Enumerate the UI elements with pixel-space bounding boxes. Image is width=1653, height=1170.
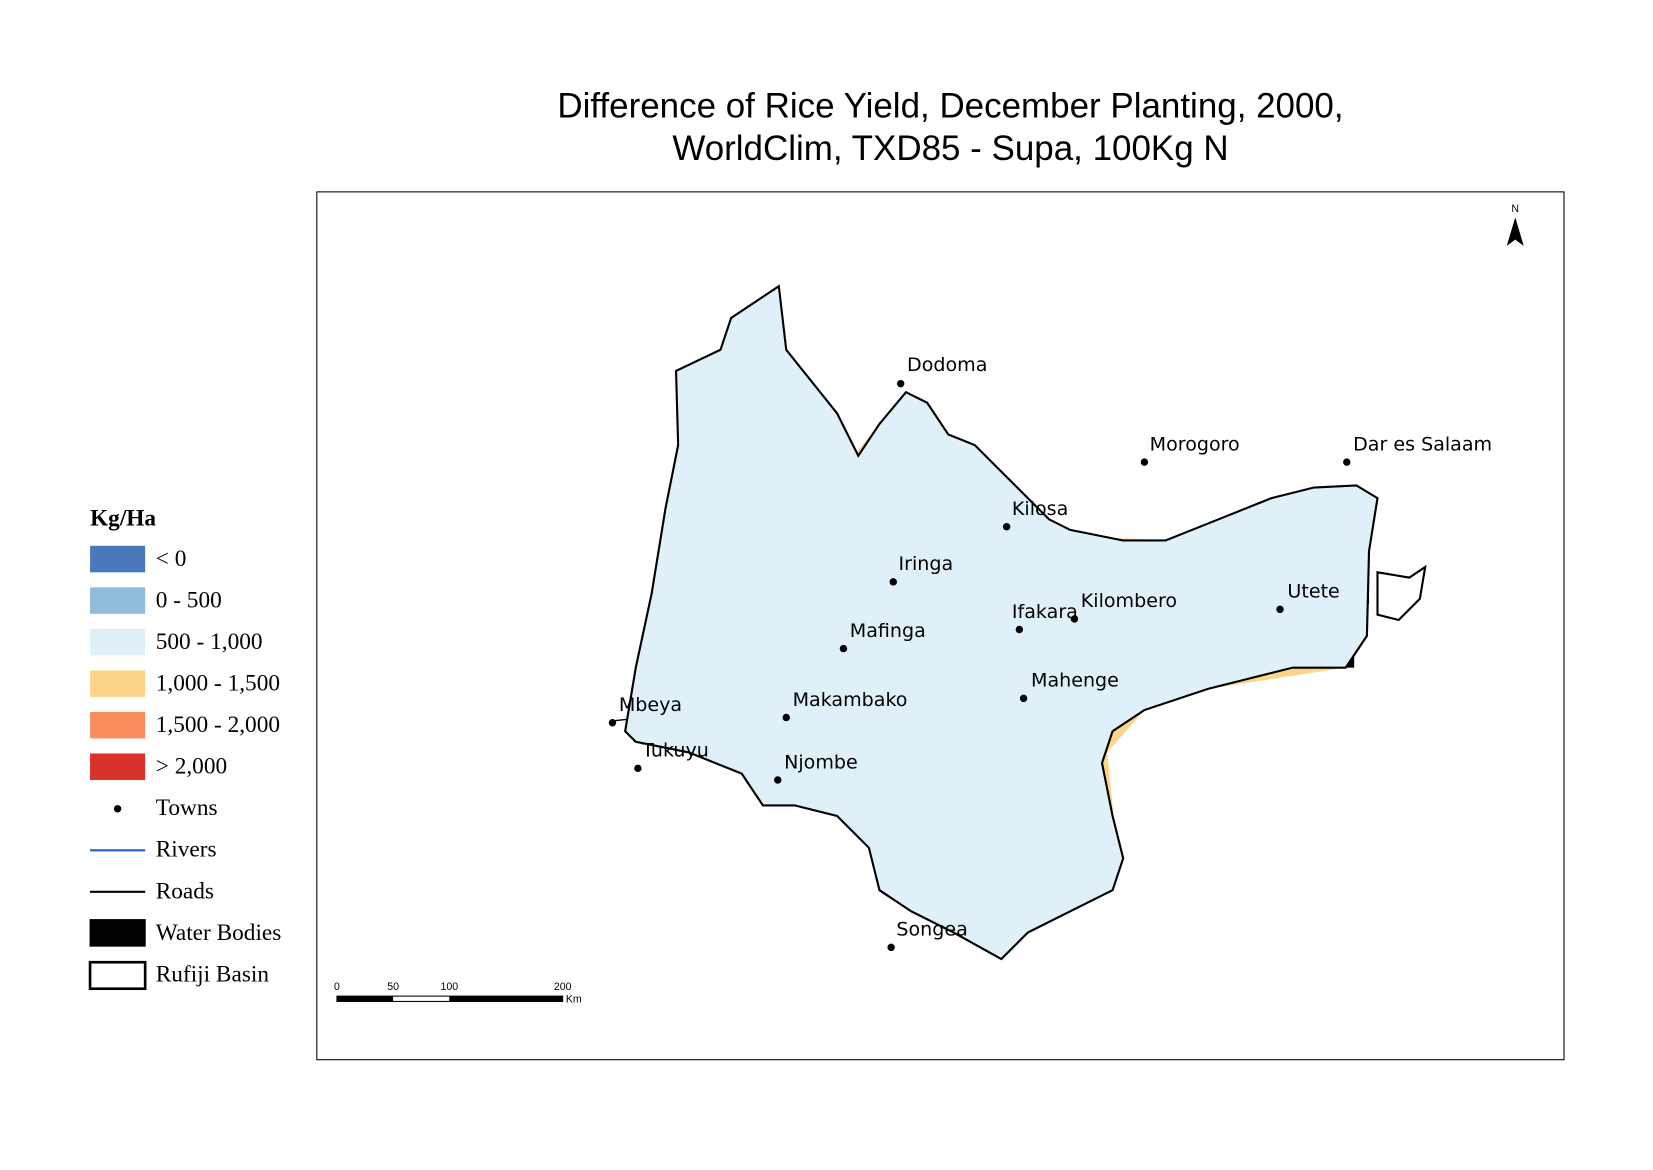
town-dot	[634, 764, 642, 773]
legend-label: > 2,000	[156, 754, 227, 780]
legend-swatch	[90, 753, 146, 780]
scale-segment	[336, 996, 394, 1002]
basin	[614, 285, 1427, 961]
town-label: Morogoro	[1150, 433, 1240, 455]
scale-label: 100	[440, 981, 458, 993]
town-dot	[608, 719, 617, 727]
legend-title: Kg/Ha	[90, 506, 156, 532]
legend-label: Towns	[156, 795, 218, 821]
north-arrow-shape	[1506, 217, 1524, 246]
town-label: Mbeya	[619, 694, 682, 716]
town-dot	[1343, 458, 1351, 466]
legend-swatch	[90, 587, 146, 614]
town-label: Dar es Salaam	[1353, 433, 1492, 455]
town-dot	[887, 943, 895, 952]
scale-bar: 0 50 100 200 Km	[334, 981, 582, 1006]
north-label: N	[1511, 203, 1519, 215]
legend-label: < 0	[156, 546, 187, 572]
town-dot	[782, 713, 790, 722]
town-dot	[896, 379, 905, 388]
scale-label: 0	[334, 981, 340, 993]
legend-swatch	[113, 805, 122, 813]
town-label: Utete	[1287, 581, 1339, 603]
towns: Dodoma Morogoro Dar es Salaam Kilosa Iringa I…	[608, 354, 1492, 952]
scale-label: 200	[554, 981, 572, 993]
scale-segment	[449, 996, 563, 1002]
town-label: Ifakara	[1012, 601, 1078, 623]
town-dot	[1140, 458, 1149, 466]
legend-label: 0 - 500	[156, 588, 222, 614]
town-label: Mahenge	[1031, 670, 1119, 692]
town-dot	[889, 578, 897, 586]
legend-swatch	[90, 670, 146, 697]
legend-swatch	[90, 711, 146, 739]
town-dot	[1276, 605, 1284, 614]
title-line: WorldClim, TXD85 - Supa, 100Kg N	[672, 129, 1228, 168]
scale-unit: Km	[566, 993, 582, 1005]
town-label: Kilombero	[1081, 590, 1177, 612]
town-dot	[1070, 615, 1079, 623]
legend-swatch	[90, 545, 146, 573]
town-label: Iringa	[899, 553, 954, 575]
legend-label: Water Bodies	[156, 920, 282, 946]
town-label: Tukuyu	[641, 740, 709, 762]
town-dot	[1015, 625, 1024, 634]
town-label: Njombe	[784, 751, 858, 773]
coast-islands	[1376, 564, 1427, 622]
town-dot	[1019, 694, 1028, 703]
legend-label: Rufiji Basin	[156, 961, 270, 987]
legend: < 0 0 - 500 500 - 1,000 1,000 - 1,500 1,500 …	[88, 545, 282, 991]
legend-label: 1,500 - 2,000	[156, 712, 280, 738]
north-arrow: N	[1506, 203, 1524, 246]
legend-label: Roads	[156, 878, 214, 904]
legend-swatch	[89, 919, 146, 947]
town-label: Songea	[896, 919, 967, 941]
legend-label: Rivers	[156, 837, 217, 863]
town-label: Makambako	[793, 689, 908, 711]
town-label: Kilosa	[1012, 498, 1068, 520]
legend-swatch	[90, 628, 146, 656]
town-label: Dodoma	[907, 354, 987, 376]
scale-label: 50	[387, 981, 399, 993]
legend-label: 1,000 - 1,500	[156, 671, 280, 697]
town-dot	[839, 644, 848, 653]
title-line: Difference of Rice Yield, December Plant…	[557, 87, 1343, 126]
town-dot	[774, 776, 782, 784]
town-dot	[1002, 523, 1011, 531]
town-label: Mafinga	[850, 620, 926, 642]
legend-swatch	[88, 960, 147, 991]
legend-label: 500 - 1,000	[156, 629, 263, 655]
map-frame	[316, 191, 1565, 1061]
